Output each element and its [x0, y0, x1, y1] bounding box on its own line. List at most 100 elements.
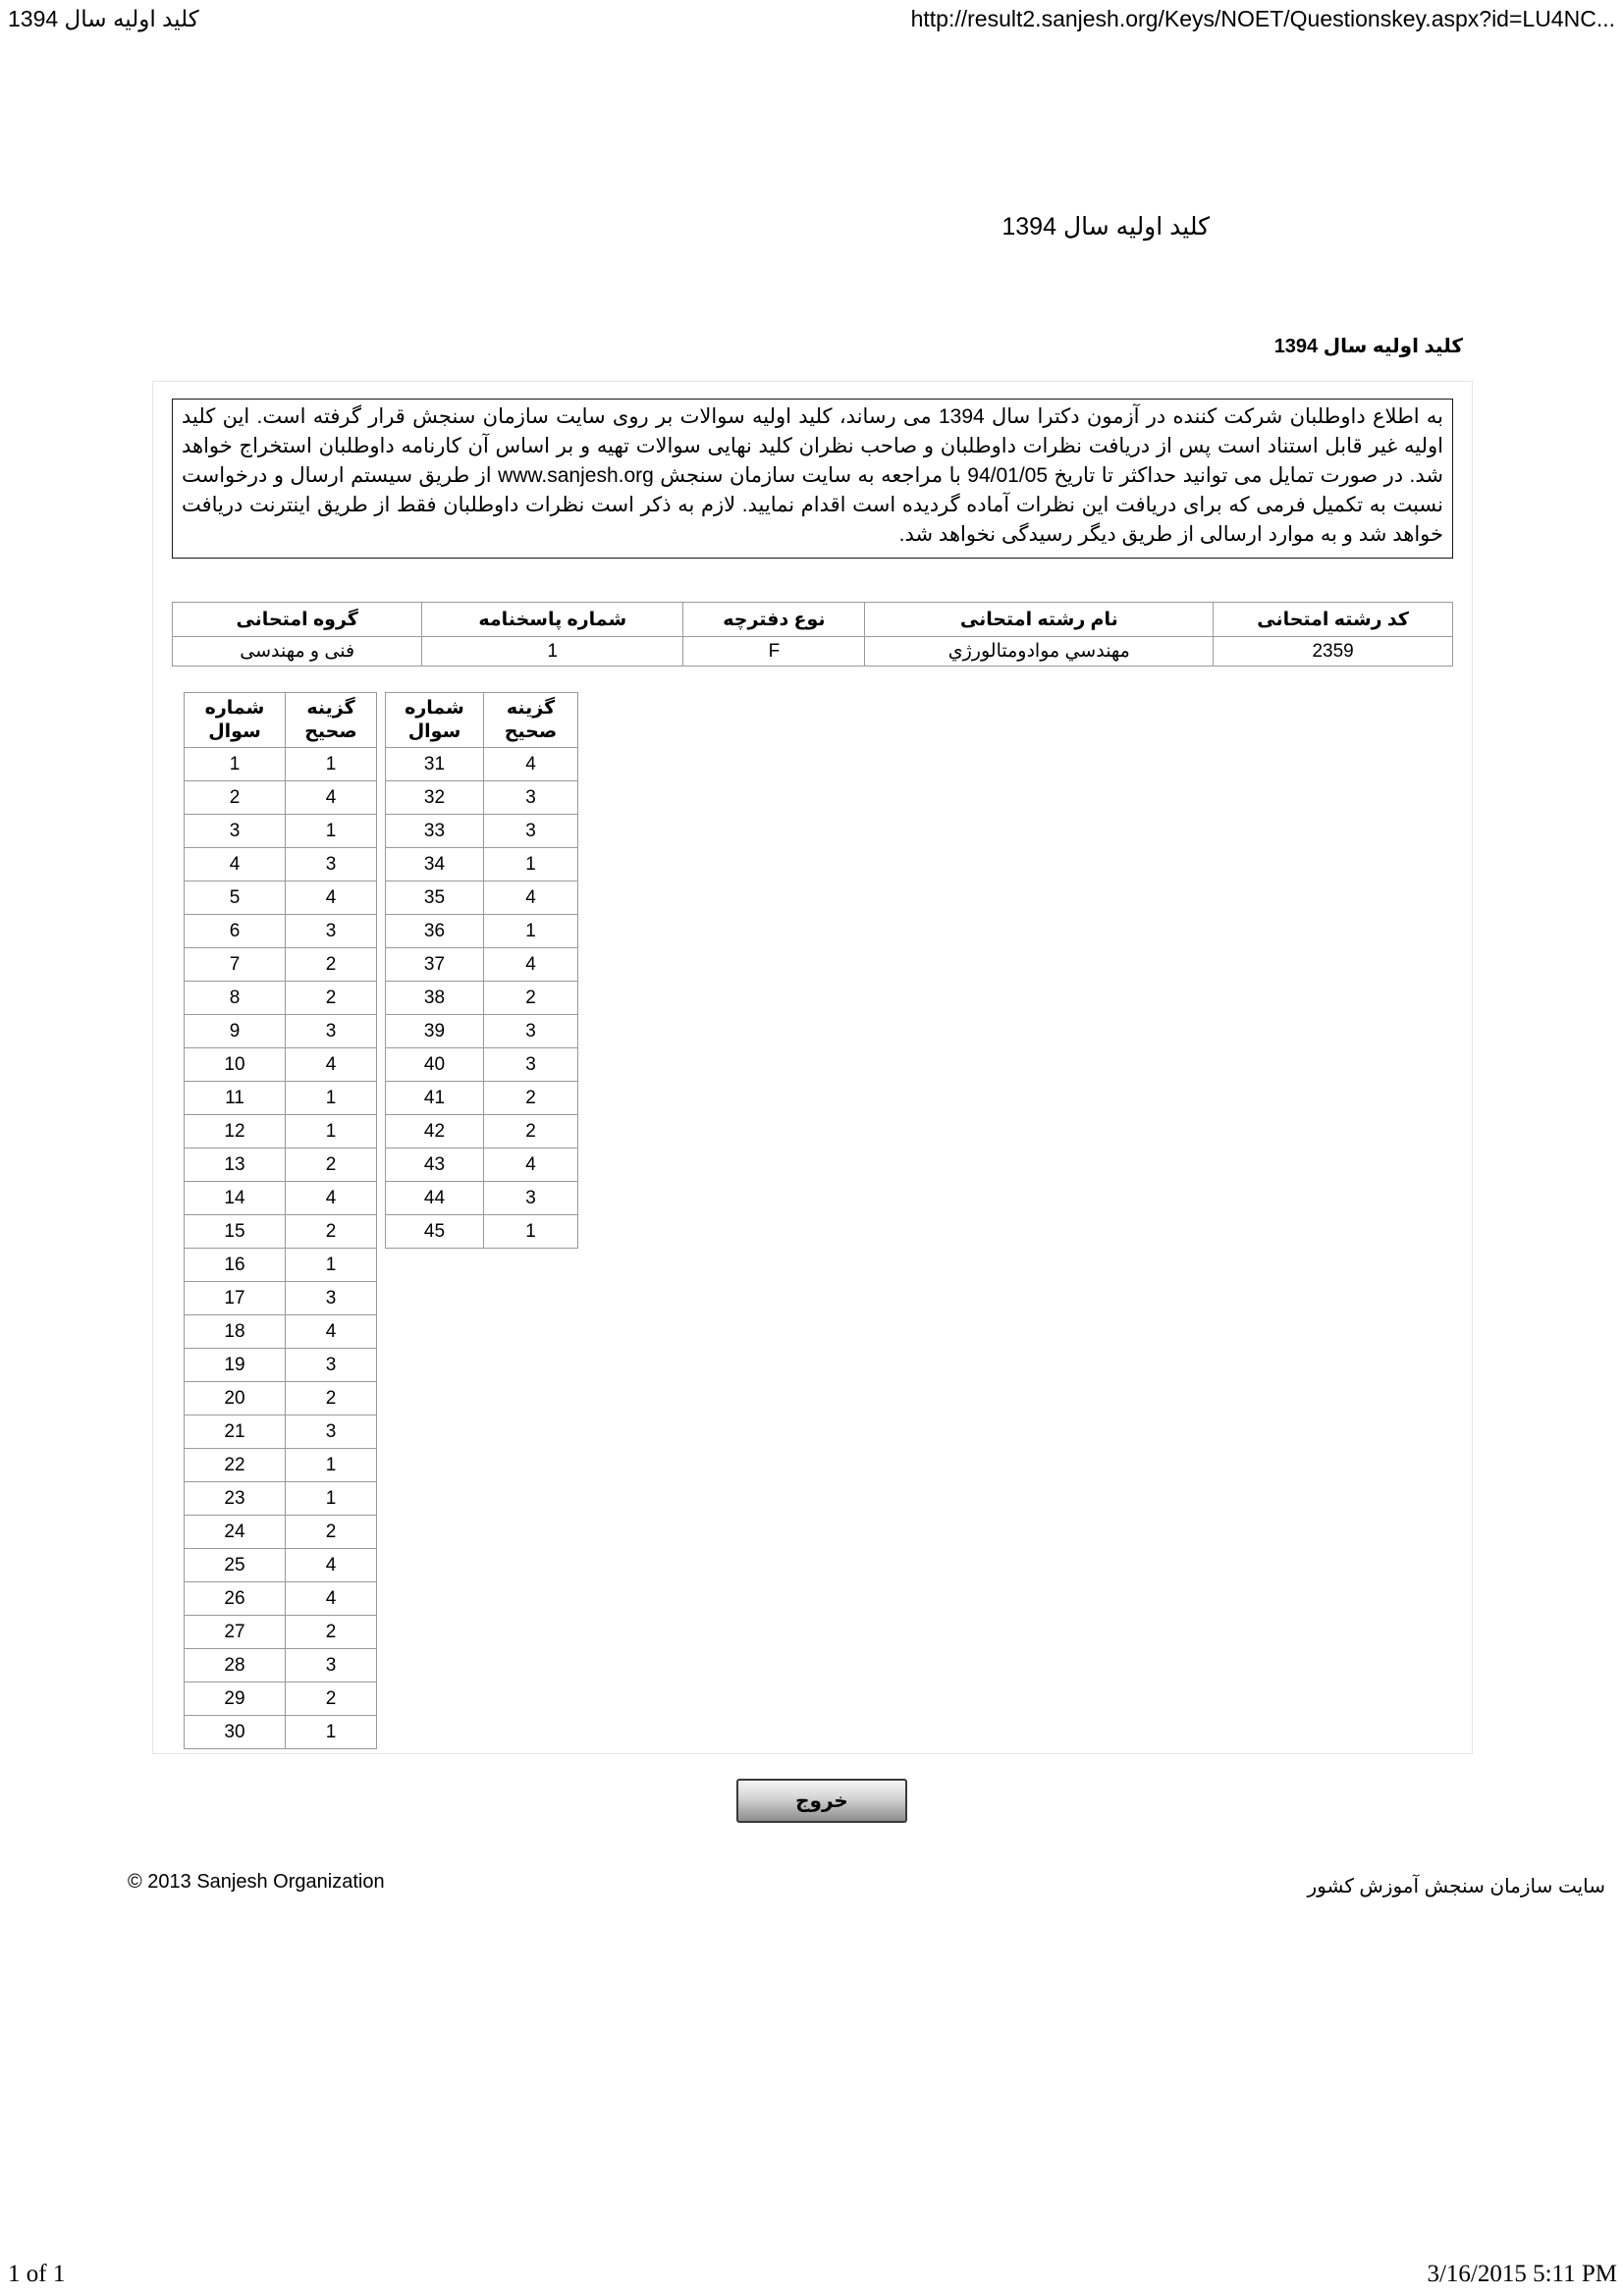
question-number: 44 — [385, 1181, 484, 1215]
correct-option: 1 — [285, 1448, 377, 1482]
correct-option: 2 — [285, 947, 377, 982]
question-number: 41 — [385, 1081, 484, 1115]
question-number: 32 — [385, 780, 484, 815]
question-number: 1 — [184, 747, 286, 781]
answer-row: 17 3 — [184, 1281, 377, 1315]
correct-option: 4 — [285, 881, 377, 915]
correct-option: 4 — [483, 1148, 578, 1182]
correct-option: 4 — [285, 1548, 377, 1582]
answer-row: 13 2 — [184, 1148, 377, 1182]
exit-button[interactable]: خروج — [736, 1779, 907, 1823]
question-number: 17 — [184, 1281, 286, 1315]
notice-box: به اطلاع داوطلبان شرکت کننده در آزمون دک… — [172, 399, 1453, 559]
col-exam-code: کد رشته امتحانی — [1213, 602, 1453, 637]
correct-option: 2 — [285, 1515, 377, 1549]
exam-info-table: کد رشته امتحانی نام رشته امتحانی نوع دفت… — [171, 602, 1453, 667]
correct-option: 4 — [285, 1314, 377, 1349]
question-number: 43 — [385, 1148, 484, 1182]
question-number: 6 — [184, 914, 286, 948]
answer-table-2-body: 31 4 32 3 33 3 34 1 35 4 36 1 37 4 38 2 39 3 40 3 41 2 42 2 43 4 4… — [385, 747, 578, 1249]
correct-option: 3 — [483, 814, 578, 848]
answer-row: 42 2 — [385, 1114, 578, 1148]
answersheet-number-value: 1 — [421, 636, 684, 667]
answer-row: 28 3 — [184, 1648, 377, 1682]
exam-group-value: فنی و مهندسی — [171, 636, 423, 667]
question-number: 39 — [385, 1014, 484, 1048]
question-number: 40 — [385, 1047, 484, 1082]
correct-option: 2 — [483, 1081, 578, 1115]
correct-option: 1 — [285, 1715, 377, 1749]
answer-row: 15 2 — [184, 1214, 377, 1249]
answer-row: 11 1 — [184, 1081, 377, 1115]
answer-header-row: شماره سوال گزینه صحیح — [385, 692, 578, 748]
correct-option: 3 — [285, 1648, 377, 1682]
correct-option: 1 — [483, 914, 578, 948]
col-exam-group: گروه امتحانی — [171, 602, 423, 637]
col-correct-option: گزینه صحیح — [285, 692, 377, 748]
correct-option: 3 — [285, 1014, 377, 1048]
question-number: 37 — [385, 947, 484, 982]
question-number: 18 — [184, 1314, 286, 1349]
answer-row: 36 1 — [385, 914, 578, 948]
answer-table-1-body: 1 1 2 4 3 1 4 3 5 4 6 3 7 2 8 2 9 3 10 4 11 1 12 1 13 2 14 4 15 2 16 1 1… — [184, 747, 377, 1749]
correct-option: 3 — [483, 780, 578, 815]
answer-row: 18 4 — [184, 1314, 377, 1349]
answer-row: 14 4 — [184, 1181, 377, 1215]
question-number: 25 — [184, 1548, 286, 1582]
correct-option: 3 — [483, 1014, 578, 1048]
correct-option: 3 — [483, 1181, 578, 1215]
print-footer-page-number: 1 of 1 — [8, 2261, 66, 2287]
question-number: 3 — [184, 814, 286, 848]
question-number: 5 — [184, 881, 286, 915]
correct-option: 2 — [483, 1114, 578, 1148]
question-number: 26 — [184, 1581, 286, 1616]
answer-row: 44 3 — [385, 1181, 578, 1215]
answer-row: 10 4 — [184, 1047, 377, 1082]
question-number: 2 — [184, 780, 286, 815]
answer-row: 34 1 — [385, 847, 578, 881]
correct-option: 4 — [285, 1181, 377, 1215]
answer-row: 24 2 — [184, 1515, 377, 1549]
question-number: 10 — [184, 1047, 286, 1082]
correct-option: 4 — [285, 1047, 377, 1082]
question-number: 42 — [385, 1114, 484, 1148]
question-number: 16 — [184, 1248, 286, 1282]
correct-option: 4 — [483, 881, 578, 915]
question-number: 9 — [184, 1014, 286, 1048]
correct-option: 3 — [285, 847, 377, 881]
footer-copyright: © 2013 Sanjesh Organization — [128, 1871, 385, 1893]
answer-row: 27 2 — [184, 1615, 377, 1649]
col-question-number: شماره سوال — [184, 692, 286, 748]
correct-option: 2 — [285, 1214, 377, 1249]
correct-option: 1 — [483, 847, 578, 881]
correct-option: 4 — [285, 1581, 377, 1616]
correct-option: 1 — [285, 814, 377, 848]
answer-row: 22 1 — [184, 1448, 377, 1482]
answer-row: 32 3 — [385, 780, 578, 815]
content-panel: به اطلاع داوطلبان شرکت کننده در آزمون دک… — [152, 381, 1473, 1754]
print-header-url: http://result2.sanjesh.org/Keys/NOET/Que… — [910, 6, 1615, 31]
correct-option: 4 — [483, 747, 578, 781]
answer-row: 38 2 — [385, 981, 578, 1015]
col-correct-option: گزینه صحیح — [483, 692, 578, 748]
correct-option: 1 — [285, 747, 377, 781]
correct-option: 1 — [285, 1481, 377, 1516]
question-number: 33 — [385, 814, 484, 848]
col-question-number: شماره سوال — [385, 692, 484, 748]
correct-option: 1 — [483, 1214, 578, 1249]
answer-row: 12 1 — [184, 1114, 377, 1148]
correct-option: 1 — [285, 1248, 377, 1282]
correct-option: 3 — [285, 914, 377, 948]
answer-row: 16 1 — [184, 1248, 377, 1282]
answer-row: 19 3 — [184, 1348, 377, 1382]
correct-option: 2 — [285, 1148, 377, 1182]
booklet-type-value: F — [682, 636, 866, 667]
